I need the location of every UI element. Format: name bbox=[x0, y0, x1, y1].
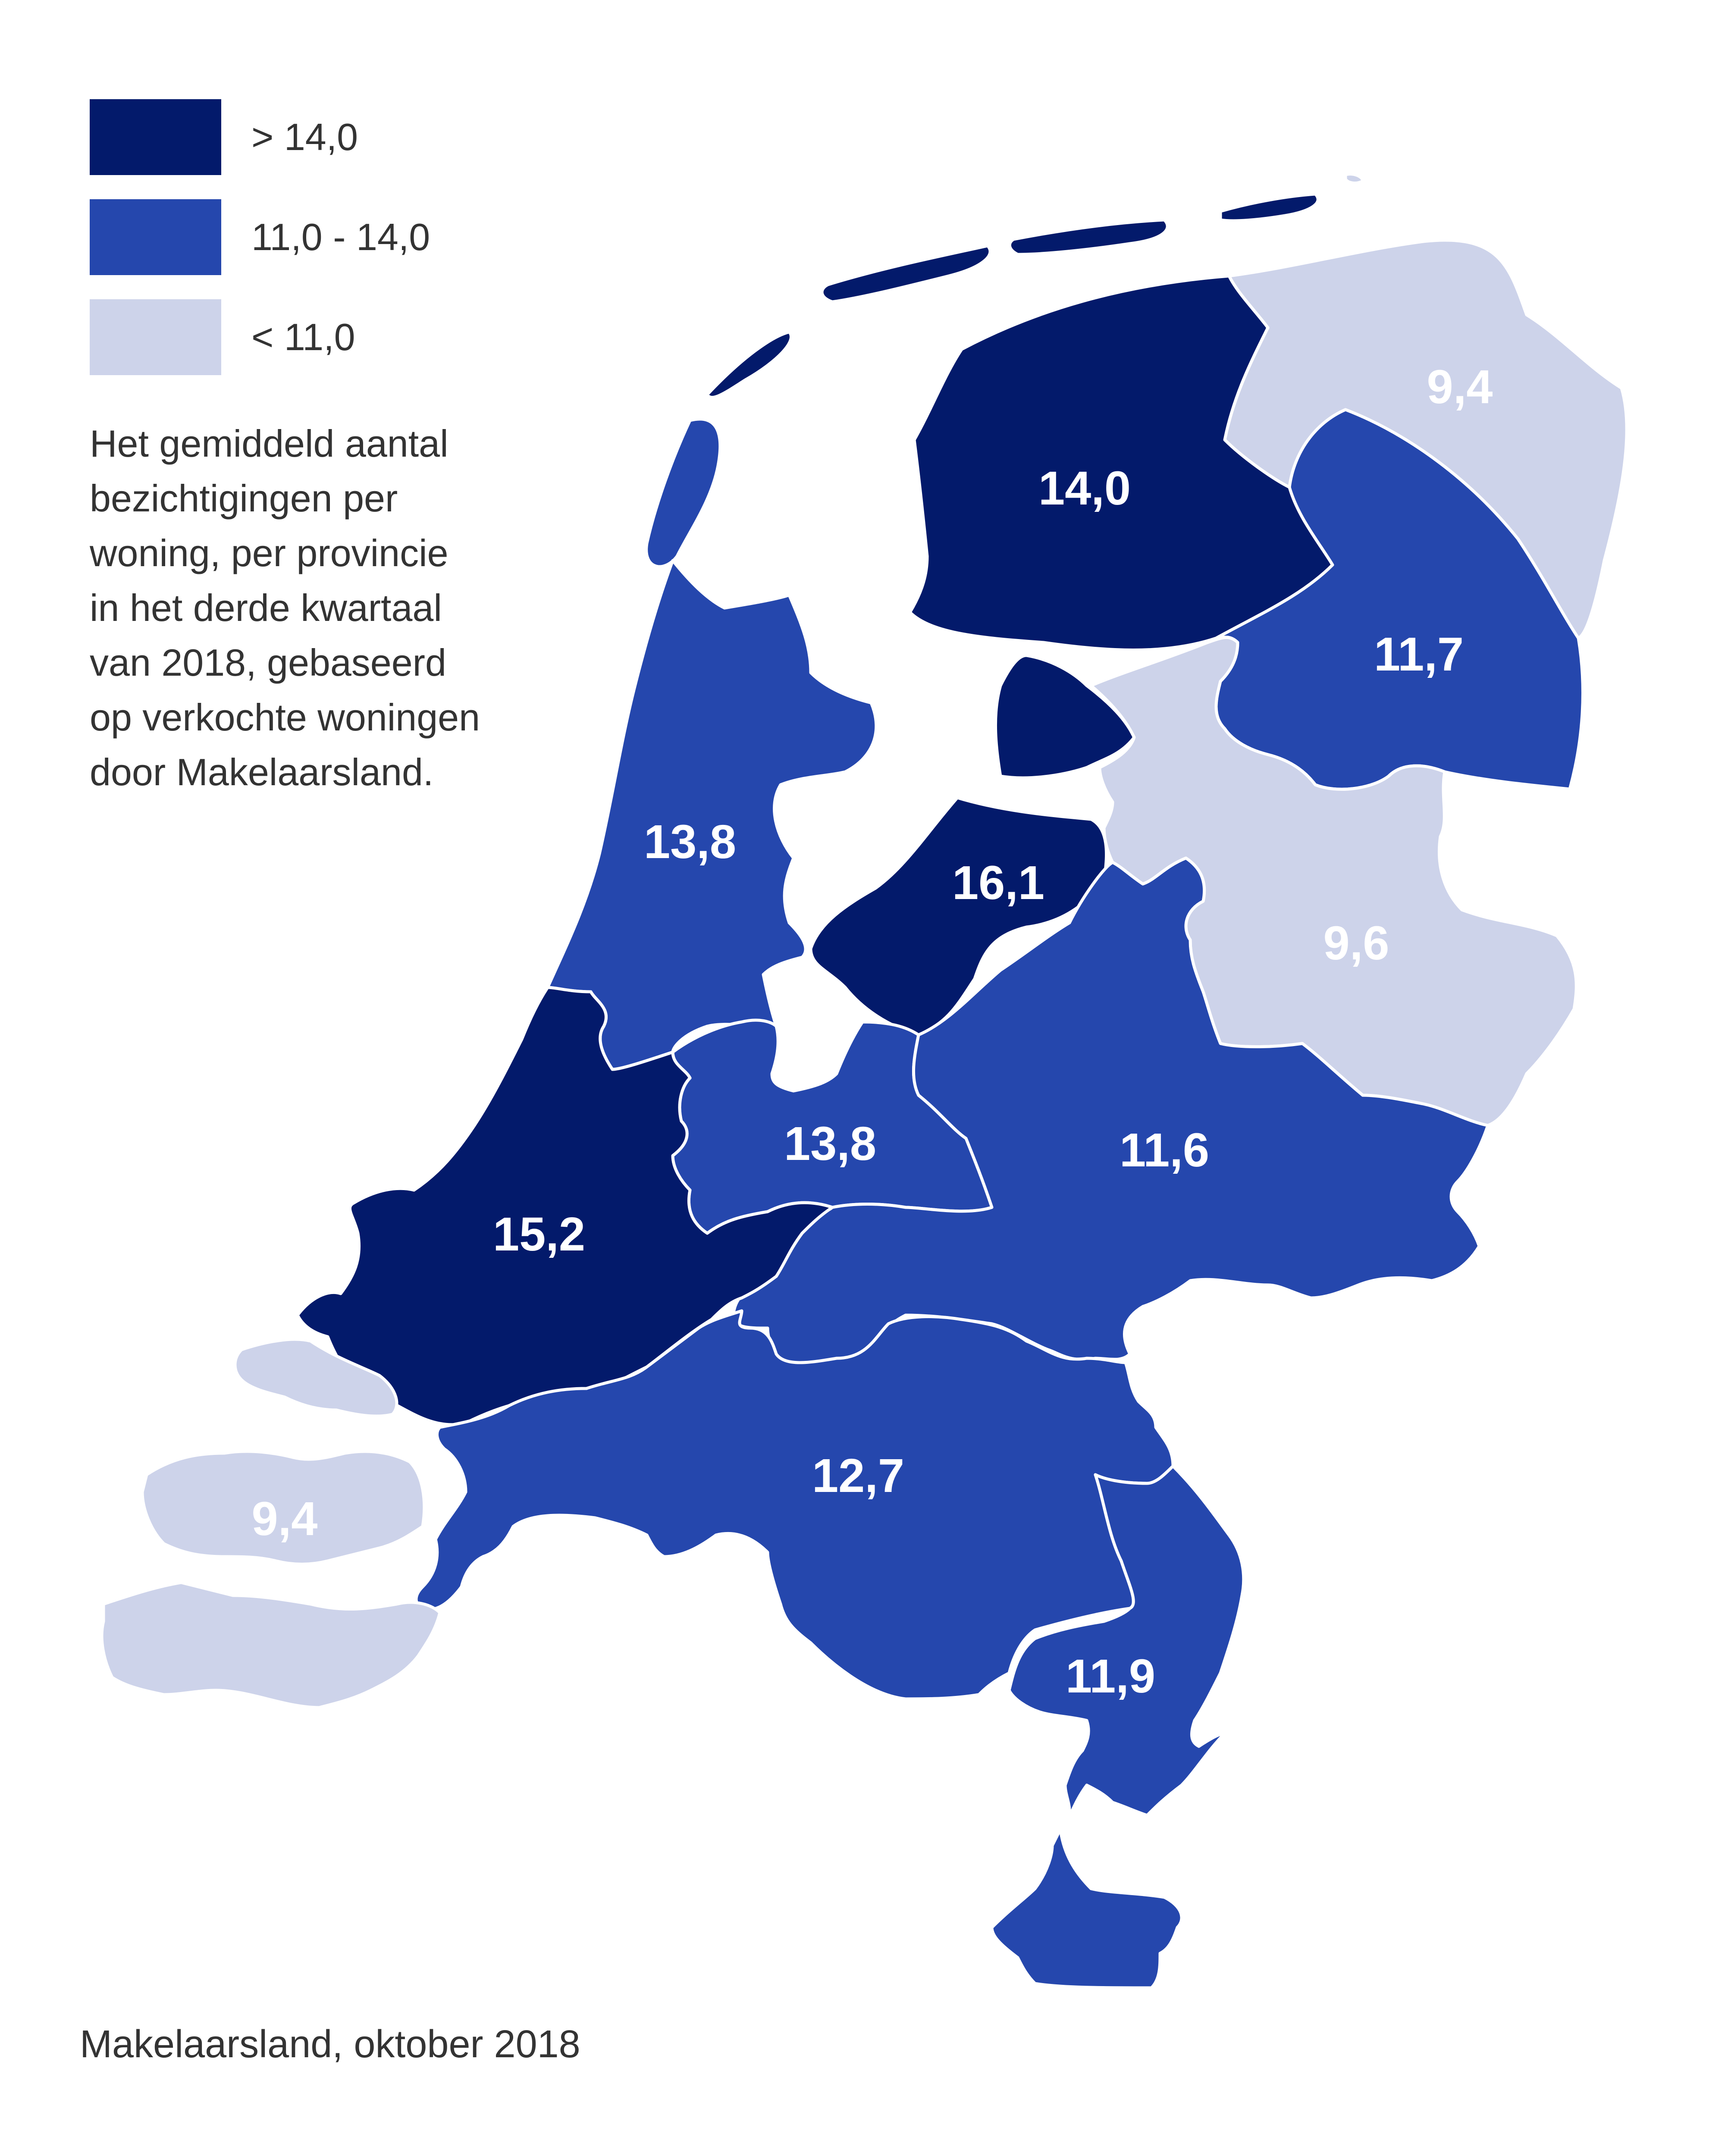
map-legend: > 14,0 11,0 - 14,0 < 11,0 bbox=[90, 99, 430, 399]
zeeland-walcheren-beveland bbox=[141, 1450, 426, 1566]
zeeland-schouwen bbox=[233, 1338, 398, 1418]
map-description: Het gemiddeld aantal bezichtigingen per … bbox=[90, 422, 480, 793]
island-schiermonnikoog bbox=[1219, 192, 1320, 222]
legend-item-high: > 14,0 bbox=[90, 99, 430, 175]
legend-swatch-low bbox=[90, 299, 221, 375]
legend-item-mid: 11,0 - 14,0 bbox=[90, 199, 430, 275]
value-friesland: 14,0 bbox=[1038, 462, 1131, 515]
source-credit: Makelaarsland, oktober 2018 bbox=[80, 2023, 580, 2066]
legend-swatch-high bbox=[90, 99, 221, 175]
island-vlieland bbox=[706, 330, 793, 399]
island-rottumeroog bbox=[1344, 172, 1364, 185]
value-zuid-holland: 15,2 bbox=[493, 1208, 585, 1261]
wadden-islands bbox=[645, 172, 1364, 568]
province-flevoland-north bbox=[994, 654, 1136, 780]
province-noord-holland bbox=[546, 559, 878, 1071]
value-groningen: 9,4 bbox=[1427, 360, 1493, 414]
legend-label-low: < 11,0 bbox=[251, 316, 355, 358]
legend-swatch-mid bbox=[90, 199, 221, 275]
province-limburg bbox=[990, 1464, 1245, 1990]
zeeland-vlaanderen bbox=[100, 1581, 442, 1709]
value-overijssel: 9,6 bbox=[1324, 917, 1389, 970]
value-limburg: 11,9 bbox=[1066, 1650, 1155, 1703]
island-terschelling bbox=[820, 244, 992, 304]
value-utrecht: 13,8 bbox=[784, 1117, 876, 1170]
value-gelderland: 11,6 bbox=[1120, 1124, 1209, 1177]
legend-label-high: > 14,0 bbox=[251, 116, 358, 158]
value-zeeland: 9,4 bbox=[252, 1492, 318, 1545]
legend-label-mid: 11,0 - 14,0 bbox=[251, 216, 430, 258]
value-noord-holland: 13,8 bbox=[644, 815, 736, 868]
province-zeeland bbox=[100, 1338, 442, 1709]
legend-item-low: < 11,0 bbox=[90, 299, 430, 375]
island-ameland bbox=[1008, 218, 1169, 256]
value-noord-brabant: 12,7 bbox=[812, 1449, 904, 1502]
island-texel bbox=[645, 417, 722, 568]
value-drenthe: 11,7 bbox=[1374, 628, 1464, 681]
value-flevoland: 16,1 bbox=[952, 856, 1044, 909]
